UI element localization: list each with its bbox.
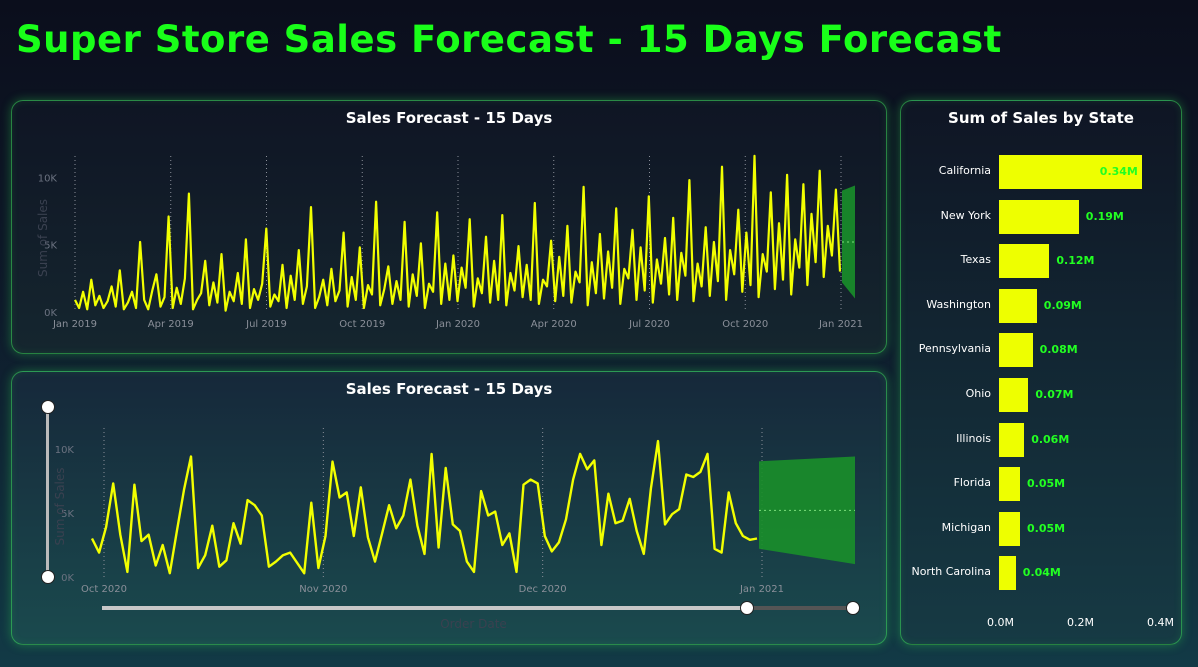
state-bar[interactable] bbox=[999, 333, 1033, 368]
bar-value-label: 0.12M bbox=[1056, 254, 1095, 268]
x-tick-label: Jan 2021 bbox=[818, 319, 863, 330]
x-tick-label: Oct 2019 bbox=[339, 319, 385, 330]
x-range-slider-fill bbox=[102, 606, 746, 610]
x-tick-label: Oct 2020 bbox=[722, 319, 768, 330]
state-label: Ohio bbox=[965, 387, 991, 400]
chart-title: Sum of Sales by State bbox=[948, 109, 1134, 127]
bar-row[interactable]: Texas 0.12M bbox=[901, 244, 1181, 279]
y-axis-label: Sum of Sales bbox=[36, 199, 50, 277]
bar-value-label: 0.05M bbox=[1027, 521, 1066, 535]
state-bar[interactable] bbox=[999, 511, 1020, 546]
state-label: California bbox=[938, 164, 991, 177]
state-label: North Carolina bbox=[911, 565, 991, 579]
x-tick-label: Nov 2020 bbox=[299, 584, 347, 595]
x-tick-label: Jan 2019 bbox=[52, 319, 97, 330]
x-tick-label: 0.0M bbox=[987, 616, 1014, 629]
bar-row[interactable]: Ohio 0.07M bbox=[901, 378, 1181, 412]
x-tick-label: Oct 2020 bbox=[81, 584, 127, 595]
x-tick-label: Jul 2020 bbox=[628, 319, 670, 330]
y-tick-label: 5K bbox=[44, 241, 57, 252]
bar-value-label: 0.06M bbox=[1031, 432, 1070, 446]
state-bar[interactable] bbox=[999, 422, 1025, 457]
state-label: Michigan bbox=[941, 520, 991, 534]
state-bar[interactable] bbox=[999, 155, 1142, 189]
state-label: Washington bbox=[926, 297, 991, 311]
x-slider-right-handle[interactable] bbox=[846, 601, 860, 615]
x-tick-label: 0.2M bbox=[1067, 616, 1094, 629]
state-bar[interactable] bbox=[999, 378, 1029, 412]
bar-row[interactable]: Michigan 0.05M bbox=[901, 511, 1181, 546]
x-axis-label: Order Date bbox=[440, 617, 507, 631]
chart-title: Sales Forecast - 15 Days bbox=[345, 109, 553, 127]
sales-forecast-chart-full[interactable]: Sales Forecast - 15 Days 0K 5K 10K Sum of S… bbox=[11, 100, 887, 354]
x-tick-label: Jan 2021 bbox=[739, 584, 784, 595]
bar-value-label: 0.34M bbox=[1099, 165, 1138, 178]
bar-value-label: 0.07M bbox=[1035, 388, 1074, 401]
state-bar[interactable] bbox=[999, 244, 1050, 279]
state-bar[interactable] bbox=[999, 467, 1020, 502]
bar-value-label: 0.05M bbox=[1027, 477, 1066, 491]
bar-row[interactable]: Florida 0.05M bbox=[901, 467, 1181, 502]
x-tick-label: Dec 2020 bbox=[519, 584, 567, 595]
chart-title: Sales Forecast - 15 Days bbox=[345, 380, 553, 398]
state-label: Illinois bbox=[956, 431, 991, 445]
bar-row[interactable]: California 0.34M bbox=[901, 155, 1181, 189]
x-tick-label: Apr 2019 bbox=[148, 319, 194, 330]
sales-by-state-chart[interactable]: Sum of Sales by State California 0.34M New… bbox=[900, 100, 1182, 645]
state-bar[interactable] bbox=[999, 199, 1079, 234]
y-tick-label: 10K bbox=[55, 445, 75, 456]
line-chart-full-plot[interactable]: 0K 5K 10K Sum of Sales Jan 2019 Apr 2019 Jul 2… bbox=[12, 101, 886, 353]
bar-row[interactable]: New York 0.19M bbox=[901, 199, 1181, 234]
x-tick-label: 0.4M bbox=[1147, 616, 1174, 629]
state-label: Pennsylvania bbox=[918, 342, 991, 356]
page-title: Super Store Sales Forecast - 15 Days For… bbox=[16, 18, 1002, 61]
x-tick-label: Jul 2019 bbox=[245, 319, 287, 330]
y-slider-top-handle[interactable] bbox=[41, 400, 55, 414]
series-line bbox=[90, 439, 758, 575]
forecast-band bbox=[759, 456, 855, 565]
line-chart-zoomed-plot[interactable]: 0K 5K 10K Sum of Sales Oct 2020 Nov 2020 Dec 2… bbox=[12, 372, 886, 644]
y-tick-label: 10K bbox=[38, 173, 58, 184]
bar-value-label: 0.04M bbox=[1022, 566, 1061, 580]
series-line bbox=[74, 154, 842, 312]
y-axis-label: Sum of Sales bbox=[53, 467, 67, 545]
x-tick-label: Apr 2020 bbox=[531, 319, 577, 330]
bar-value-label: 0.08M bbox=[1039, 343, 1078, 357]
y-slider-bottom-handle[interactable] bbox=[41, 570, 55, 584]
y-tick-label: 5K bbox=[61, 509, 74, 520]
state-bar[interactable] bbox=[999, 556, 1016, 591]
bar-row[interactable]: North Carolina 0.04M bbox=[901, 556, 1181, 591]
bar-value-label: 0.09M bbox=[1043, 298, 1082, 312]
y-tick-label: 0K bbox=[44, 308, 57, 319]
y-range-slider[interactable] bbox=[46, 406, 49, 578]
bar-row[interactable]: Illinois 0.06M bbox=[901, 422, 1181, 457]
y-tick-label: 0K bbox=[61, 573, 74, 584]
bar-row[interactable]: Pennsylvania 0.08M bbox=[901, 333, 1181, 368]
state-label: Texas bbox=[960, 253, 991, 267]
x-slider-left-handle[interactable] bbox=[740, 601, 754, 615]
state-label: New York bbox=[940, 208, 991, 222]
state-bar[interactable] bbox=[999, 288, 1037, 323]
x-tick-label: Jan 2020 bbox=[435, 319, 480, 330]
sales-forecast-chart-zoomed[interactable]: Sales Forecast - 15 Days 0K 5K 10K Sum of S… bbox=[11, 371, 887, 645]
bar-row[interactable]: Washington 0.09M bbox=[901, 288, 1181, 323]
bar-value-label: 0.19M bbox=[1085, 209, 1124, 223]
state-label: Florida bbox=[953, 476, 991, 490]
